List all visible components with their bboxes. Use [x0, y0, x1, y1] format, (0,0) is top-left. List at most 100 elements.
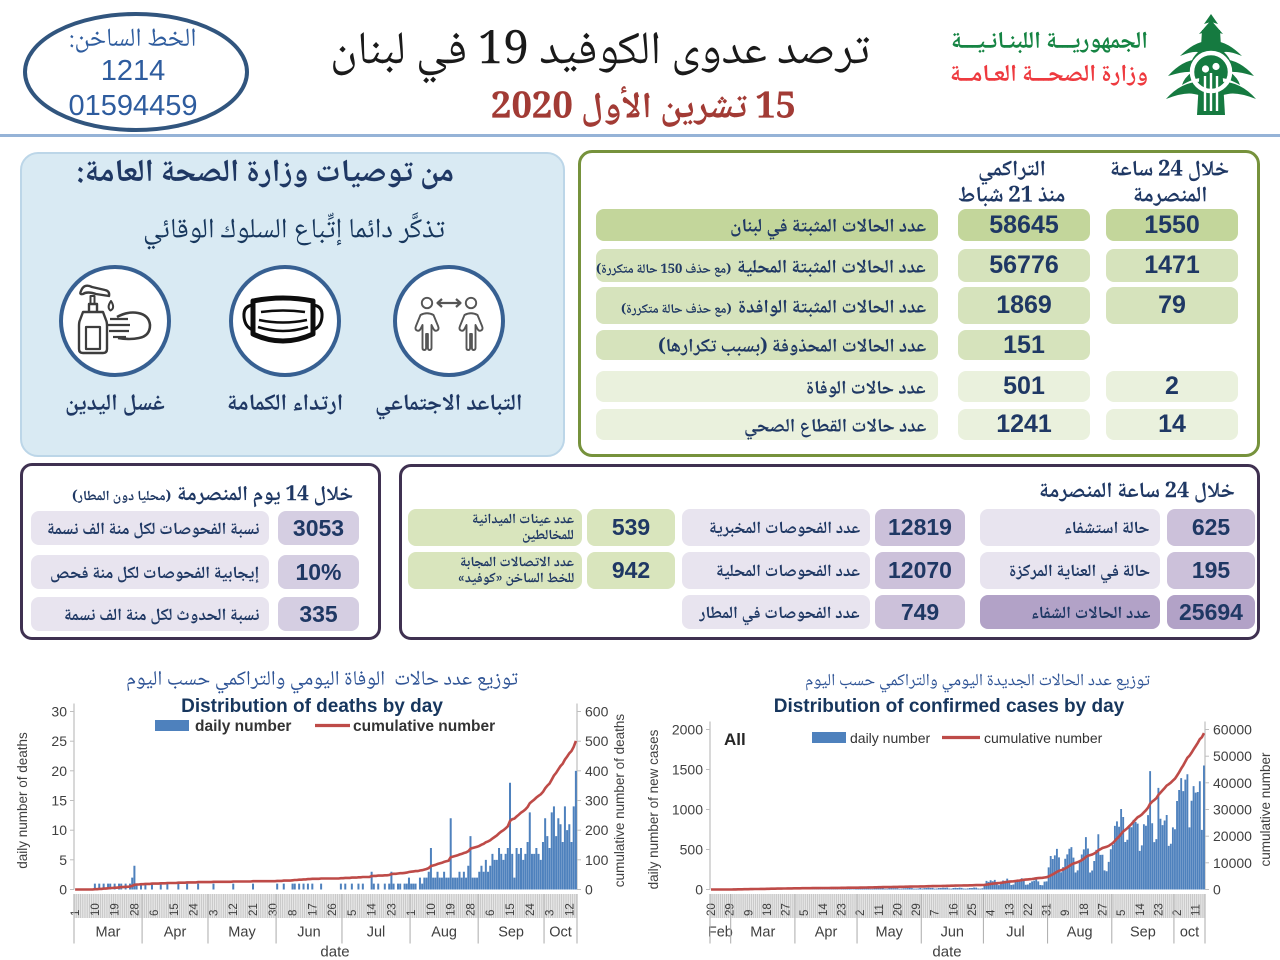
svg-text:Aug: Aug [1067, 925, 1093, 941]
svg-text:5: 5 [1116, 910, 1128, 916]
svg-text:600: 600 [585, 704, 609, 720]
svg-text:Oct: Oct [549, 925, 572, 941]
svg-text:daily number: daily number [850, 730, 930, 746]
svg-text:23: 23 [386, 903, 398, 916]
svg-text:60000: 60000 [1213, 722, 1252, 738]
svg-text:500: 500 [680, 842, 704, 858]
svg-text:5: 5 [347, 910, 359, 916]
svg-text:14: 14 [818, 903, 830, 916]
svg-text:daily number: daily number [195, 718, 291, 735]
svg-text:500: 500 [585, 733, 609, 749]
svg-text:28: 28 [466, 903, 478, 916]
svg-text:25: 25 [51, 733, 67, 749]
svg-text:28: 28 [129, 903, 141, 916]
svg-text:4: 4 [986, 909, 998, 916]
svg-text:18: 18 [1079, 903, 1091, 916]
svg-text:15: 15 [505, 903, 517, 916]
svg-text:10: 10 [51, 822, 67, 838]
svg-text:9: 9 [743, 910, 755, 916]
svg-text:daily number of new cases: daily number of new cases [646, 729, 661, 889]
svg-text:3: 3 [545, 910, 557, 916]
svg-text:27: 27 [1098, 903, 1110, 916]
svg-text:3: 3 [209, 910, 221, 916]
svg-text:1000: 1000 [672, 802, 703, 818]
svg-text:23: 23 [837, 903, 849, 916]
svg-text:12: 12 [564, 903, 576, 916]
svg-text:20: 20 [706, 903, 718, 916]
svg-text:13: 13 [1004, 903, 1016, 916]
svg-text:Sep: Sep [498, 925, 524, 941]
svg-text:400: 400 [585, 763, 609, 779]
svg-text:2: 2 [855, 910, 867, 916]
svg-text:19: 19 [110, 903, 122, 916]
svg-text:40000: 40000 [1213, 775, 1252, 791]
svg-text:100: 100 [585, 852, 609, 868]
svg-text:30: 30 [51, 704, 67, 720]
svg-text:20: 20 [892, 903, 904, 916]
svg-text:1: 1 [70, 910, 82, 916]
svg-text:29: 29 [911, 903, 923, 916]
svg-text:0: 0 [1213, 882, 1221, 898]
svg-text:May: May [228, 925, 256, 941]
svg-text:date: date [932, 944, 961, 960]
svg-text:10000: 10000 [1213, 855, 1252, 871]
svg-text:27: 27 [781, 903, 793, 916]
svg-text:24: 24 [525, 903, 537, 916]
svg-text:Mar: Mar [750, 925, 775, 941]
svg-text:Jun: Jun [941, 925, 964, 941]
svg-text:16: 16 [948, 903, 960, 916]
svg-text:14: 14 [367, 903, 379, 916]
svg-text:Feb: Feb [708, 925, 733, 941]
svg-text:23: 23 [1153, 903, 1165, 916]
svg-text:0: 0 [695, 882, 703, 898]
svg-text:19: 19 [446, 903, 458, 916]
svg-text:Apr: Apr [815, 925, 838, 941]
svg-text:21: 21 [248, 903, 260, 916]
svg-text:8: 8 [288, 910, 300, 916]
svg-text:1500: 1500 [672, 762, 703, 778]
svg-text:Jul: Jul [1006, 925, 1025, 941]
svg-text:Distribution of confirmed case: Distribution of confirmed cases by day [774, 696, 1125, 717]
svg-text:cumulative number: cumulative number [1258, 752, 1273, 867]
svg-text:22: 22 [1023, 903, 1035, 916]
svg-text:14: 14 [1135, 903, 1147, 916]
svg-text:6: 6 [149, 910, 161, 916]
svg-text:25: 25 [967, 903, 979, 916]
svg-text:15: 15 [51, 793, 67, 809]
svg-text:26: 26 [327, 903, 339, 916]
svg-text:24: 24 [189, 903, 201, 916]
svg-text:10: 10 [426, 903, 438, 916]
svg-text:cumulative number: cumulative number [353, 718, 495, 735]
svg-text:11: 11 [874, 904, 886, 916]
svg-text:7: 7 [930, 910, 942, 916]
svg-text:Jul: Jul [367, 925, 386, 941]
svg-text:15: 15 [169, 903, 181, 916]
svg-text:10: 10 [90, 903, 102, 916]
svg-text:12: 12 [228, 903, 240, 916]
svg-text:May: May [875, 925, 903, 941]
svg-text:50000: 50000 [1213, 748, 1252, 764]
svg-text:All: All [724, 730, 746, 749]
svg-text:date: date [320, 944, 349, 960]
svg-text:2: 2 [1172, 910, 1184, 916]
svg-text:Aug: Aug [431, 925, 457, 941]
svg-text:Sep: Sep [1130, 925, 1156, 941]
svg-text:Jun: Jun [297, 925, 320, 941]
svg-text:18: 18 [762, 903, 774, 916]
svg-text:9: 9 [1060, 910, 1072, 916]
svg-text:Apr: Apr [164, 925, 187, 941]
svg-text:17: 17 [307, 903, 319, 916]
svg-text:daily number of deaths: daily number of deaths [15, 732, 30, 869]
svg-text:2000: 2000 [672, 722, 703, 738]
svg-text:30: 30 [268, 903, 280, 916]
svg-text:20: 20 [51, 763, 67, 779]
svg-text:Distribution of deaths by day: Distribution of deaths by day [181, 696, 443, 717]
svg-text:5: 5 [59, 852, 67, 868]
svg-text:30000: 30000 [1213, 802, 1252, 818]
svg-text:oct: oct [1180, 925, 1199, 941]
svg-text:1: 1 [406, 910, 418, 916]
svg-text:5: 5 [799, 910, 811, 916]
svg-text:300: 300 [585, 793, 609, 809]
svg-text:cumulative number of deaths: cumulative number of deaths [612, 714, 627, 888]
svg-text:11: 11 [1191, 904, 1203, 916]
